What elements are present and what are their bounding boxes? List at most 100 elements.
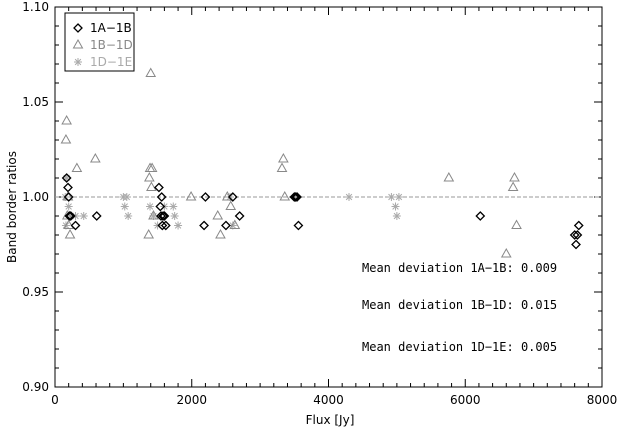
data-point — [70, 220, 81, 231]
data-point — [120, 202, 129, 211]
data-point — [146, 202, 155, 211]
data-point — [160, 220, 171, 231]
data-point — [149, 212, 158, 220]
data-point — [573, 220, 584, 231]
data-point — [170, 212, 179, 220]
data-point — [157, 220, 168, 231]
data-point — [392, 212, 401, 220]
x-tick-label: 0 — [51, 393, 59, 407]
axes-layer: 0 2000 4000 6000 8000 0.90 0.95 1.00 1.05 1.10 — [22, 0, 617, 407]
data-point — [169, 202, 178, 211]
annotation-text: Mean deviation 1B−1D: 0.015 — [362, 298, 557, 312]
data-point — [174, 221, 183, 230]
data-point — [475, 211, 486, 221]
data-point — [221, 220, 231, 231]
legend-label: 1A−1B — [90, 21, 132, 35]
data-point — [291, 193, 300, 201]
data-point — [507, 181, 519, 191]
data-point — [225, 200, 237, 210]
data-point — [61, 114, 72, 125]
x-axis-label: Flux [Jy] — [306, 413, 355, 427]
data-point — [144, 171, 155, 182]
legend-marker — [73, 23, 83, 33]
annotation-text: Mean deviation 1D−1E: 0.005 — [362, 340, 557, 354]
data-point — [569, 230, 580, 240]
data-point — [61, 173, 72, 183]
data-point — [394, 193, 403, 201]
data-point — [229, 219, 241, 229]
y-tick-label: 0.90 — [22, 380, 49, 394]
data-point — [91, 211, 102, 221]
data-point — [290, 192, 301, 202]
y-axis-label: Band border ratios — [5, 151, 19, 263]
legend-label: 1B−1D — [90, 38, 133, 52]
data-point — [276, 162, 288, 172]
data-point — [292, 192, 302, 202]
data-point — [387, 193, 396, 201]
data-point — [227, 192, 238, 202]
y-tick-label: 1.00 — [22, 190, 49, 204]
legend: 1A−1B 1B−1D 1D−1E — [64, 12, 135, 72]
data-point — [146, 162, 158, 172]
data-point — [143, 228, 155, 239]
y-tick-label: 1.10 — [22, 0, 49, 14]
data-point — [89, 152, 101, 163]
y-tick-label: 1.05 — [22, 95, 49, 109]
data-point — [62, 174, 71, 182]
data-point — [279, 190, 291, 201]
data-point — [148, 209, 159, 220]
data-point — [500, 247, 512, 258]
points-layer — [60, 67, 584, 258]
data-point — [391, 202, 400, 211]
data-point — [146, 181, 157, 191]
data-point — [511, 219, 522, 229]
data-point — [79, 212, 88, 220]
legend-marker — [74, 58, 82, 66]
annotation-text: Mean deviation 1A−1B: 0.009 — [362, 261, 557, 275]
data-point — [234, 211, 245, 221]
data-point — [345, 193, 354, 201]
data-point — [158, 211, 168, 221]
data-point — [64, 228, 76, 239]
data-point — [63, 219, 75, 229]
data-point — [156, 192, 167, 202]
data-point — [145, 67, 157, 77]
data-point — [63, 192, 74, 202]
data-point — [228, 221, 237, 230]
data-point — [278, 152, 289, 163]
data-point — [64, 211, 75, 221]
annotations-layer: Mean deviation 1A−1B: 0.009 Mean deviatio… — [362, 261, 557, 354]
data-point — [61, 209, 73, 220]
data-point — [71, 162, 83, 172]
data-point — [122, 193, 131, 201]
legend-label: 1D−1E — [90, 55, 132, 69]
data-point — [200, 192, 211, 202]
data-point — [215, 228, 226, 239]
data-point — [289, 192, 300, 202]
x-tick-label: 6000 — [450, 393, 481, 407]
y-tick-label: 0.95 — [22, 285, 49, 299]
x-tick-label: 4000 — [313, 393, 344, 407]
data-point — [443, 171, 455, 182]
data-point — [571, 239, 581, 250]
data-point — [159, 211, 170, 221]
data-point — [199, 220, 209, 231]
x-tick-label: 8000 — [587, 393, 618, 407]
data-point — [293, 220, 304, 231]
data-point — [154, 182, 164, 193]
x-tick-label: 2000 — [176, 393, 207, 407]
data-point — [509, 171, 520, 182]
legend-marker — [72, 38, 84, 49]
data-point — [185, 190, 197, 201]
data-point — [572, 230, 583, 240]
data-point — [60, 133, 72, 144]
data-point — [155, 201, 166, 212]
data-point — [63, 182, 73, 193]
data-point — [124, 212, 133, 220]
data-point — [64, 202, 73, 211]
data-point — [65, 211, 76, 221]
data-point — [66, 212, 75, 220]
data-point — [156, 211, 166, 221]
data-point — [212, 209, 224, 220]
